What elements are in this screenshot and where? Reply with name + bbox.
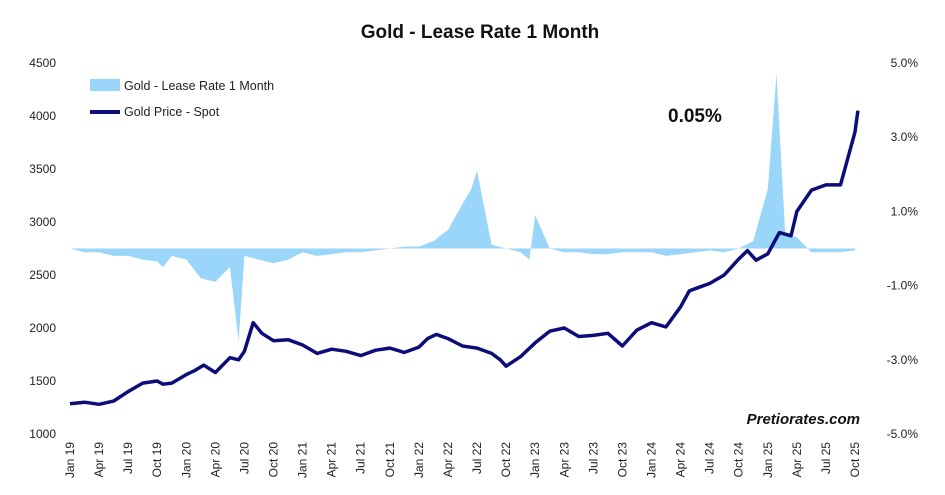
right-axis-tick-label: -1.0% (887, 279, 919, 293)
left-axis-tick-label: 1000 (29, 427, 56, 441)
x-axis-tick-label: Apr 21 (325, 442, 339, 478)
x-axis-tick-label: Oct 23 (615, 442, 629, 478)
x-axis-tick-label: Jul 24 (703, 442, 717, 474)
right-axis-tick-label: 1.0% (891, 204, 919, 218)
x-axis-tick-label: Jan 24 (645, 442, 659, 478)
left-axis-ticks: 1000 1500 2000 2500 3000 3500 4000 4500 (29, 56, 56, 441)
x-axis-tick-label: Jul 23 (586, 442, 600, 474)
x-axis-tick-label: Jan 20 (179, 442, 193, 478)
x-axis-tick-label: Apr 19 (92, 442, 106, 478)
x-axis-tick-label: Jul 21 (354, 442, 368, 474)
left-axis-tick-label: 2000 (29, 321, 56, 335)
x-axis-tick-label: Oct 20 (267, 442, 281, 478)
lease-rate-area (70, 74, 855, 342)
x-axis-tick-label: Jan 25 (761, 442, 775, 478)
x-axis-ticks: Jan 19 Apr 19 Jul 19 Oct 19 Jan 20 Apr 20 Jul … (63, 442, 862, 478)
x-axis-tick-label: Oct 22 (499, 442, 513, 478)
x-axis-tick-label: Apr 25 (790, 442, 804, 478)
legend-label-lease-rate: Gold - Lease Rate 1 Month (124, 79, 274, 93)
right-axis-ticks: -5.0% -3.0% -1.0% 1.0% 3.0% 5.0% (887, 56, 919, 441)
x-axis-tick-label: Jan 21 (296, 442, 310, 478)
x-axis-tick-label: Jan 23 (528, 442, 542, 478)
x-axis-tick-label: Oct 21 (383, 442, 397, 478)
watermark: Pretiorates.com (747, 411, 860, 428)
left-axis-tick-label: 1500 (29, 374, 56, 388)
right-axis-tick-label: -3.0% (887, 353, 919, 367)
x-axis-tick-label: Oct 24 (732, 442, 746, 478)
left-axis-tick-label: 3500 (29, 162, 56, 176)
lease-rate-annotation: 0.05% (668, 106, 722, 127)
x-axis-tick-label: Apr 23 (557, 442, 571, 478)
gold-price-line (69, 110, 860, 407)
right-axis-tick-label: 5.0% (891, 56, 919, 70)
x-axis-tick-label: Jan 19 (63, 442, 77, 478)
right-axis-tick-label: 3.0% (891, 130, 919, 144)
x-axis-tick-label: Oct 19 (150, 442, 164, 478)
left-axis-tick-label: 2500 (29, 268, 56, 282)
legend-swatch-lease-rate (90, 79, 120, 91)
lease-rate-area-layer (70, 74, 855, 342)
gold-price-line-layer (69, 110, 860, 407)
legend: Gold - Lease Rate 1 Month Gold Price - S… (90, 79, 274, 119)
x-axis-tick-label: Jul 25 (819, 442, 833, 474)
legend-label-gold-price: Gold Price - Spot (124, 105, 220, 119)
x-axis-tick-label: Jan 22 (412, 442, 426, 478)
chart-title: Gold - Lease Rate 1 Month (361, 22, 600, 43)
x-axis-tick-label: Apr 22 (441, 442, 455, 478)
left-axis-tick-label: 4000 (29, 109, 56, 123)
x-axis-tick-label: Apr 20 (208, 442, 222, 478)
x-axis-tick-label: Jul 22 (470, 442, 484, 474)
right-axis-tick-label: -5.0% (887, 427, 919, 441)
x-axis-tick-label: Jul 20 (237, 442, 251, 474)
x-axis-tick-label: Apr 24 (674, 442, 688, 478)
left-axis-tick-label: 3000 (29, 215, 56, 229)
x-axis-tick-label: Oct 25 (848, 442, 862, 478)
x-axis-tick-label: Jul 19 (121, 442, 135, 474)
left-axis-tick-label: 4500 (29, 56, 56, 70)
